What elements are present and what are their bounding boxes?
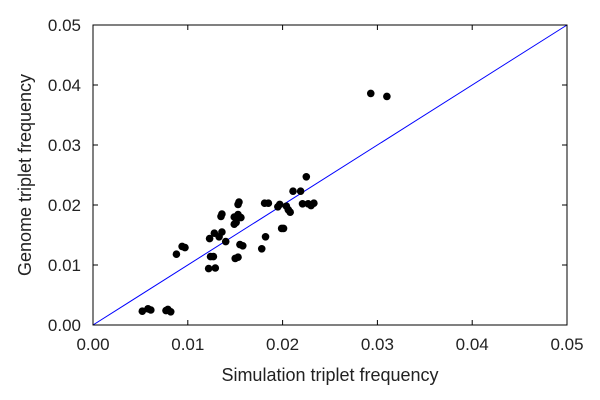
data-point bbox=[264, 199, 273, 207]
data-point bbox=[366, 89, 375, 98]
data-point bbox=[296, 187, 305, 195]
data-point bbox=[275, 200, 284, 209]
data-point bbox=[221, 237, 230, 246]
reference-line-layer bbox=[92, 24, 568, 326]
points-layer bbox=[138, 89, 391, 316]
x-tick-label: 0.02 bbox=[266, 335, 299, 354]
data-point bbox=[166, 308, 175, 316]
data-point bbox=[302, 173, 311, 181]
data-point bbox=[209, 252, 218, 261]
data-point bbox=[237, 213, 245, 222]
data-point bbox=[218, 228, 226, 236]
x-tick-label: 0.04 bbox=[456, 335, 489, 354]
data-point bbox=[298, 200, 307, 208]
data-point bbox=[218, 210, 226, 218]
plot-frame bbox=[92, 24, 568, 326]
y-tick-label: 0.02 bbox=[48, 196, 81, 215]
x-tick-label: 0.00 bbox=[76, 335, 109, 354]
data-point bbox=[279, 224, 288, 233]
data-point bbox=[181, 243, 189, 252]
y-tick-label: 0.00 bbox=[48, 316, 81, 335]
ticks-layer: 0.00 0.01 0.02 0.03 0.04 0.05 0.00 0.01 0.02 0.03… bbox=[48, 16, 584, 354]
data-point bbox=[261, 233, 270, 241]
y-tick-label: 0.01 bbox=[48, 256, 81, 275]
data-point bbox=[204, 264, 213, 273]
data-point bbox=[235, 198, 243, 206]
y-tick-label: 0.05 bbox=[48, 16, 81, 35]
data-point bbox=[310, 199, 318, 207]
x-tick-label: 0.05 bbox=[550, 335, 583, 354]
y-tick-label: 0.04 bbox=[48, 76, 81, 95]
data-point bbox=[286, 208, 294, 216]
data-point bbox=[172, 250, 181, 258]
reference-line bbox=[92, 24, 568, 326]
data-point bbox=[138, 307, 147, 316]
data-point bbox=[238, 242, 247, 250]
y-tick-label: 0.03 bbox=[48, 136, 81, 155]
data-point bbox=[147, 306, 155, 314]
x-axis-label: Simulation triplet frequency bbox=[221, 365, 438, 385]
data-point bbox=[211, 264, 220, 272]
x-tick-label: 0.03 bbox=[361, 335, 394, 354]
data-point bbox=[383, 92, 391, 101]
data-point bbox=[289, 187, 297, 195]
x-tick-label: 0.01 bbox=[171, 335, 204, 354]
data-point bbox=[257, 245, 266, 253]
data-point bbox=[234, 253, 242, 261]
data-point bbox=[205, 234, 214, 243]
y-axis-label: Genome triplet frequency bbox=[15, 74, 35, 276]
